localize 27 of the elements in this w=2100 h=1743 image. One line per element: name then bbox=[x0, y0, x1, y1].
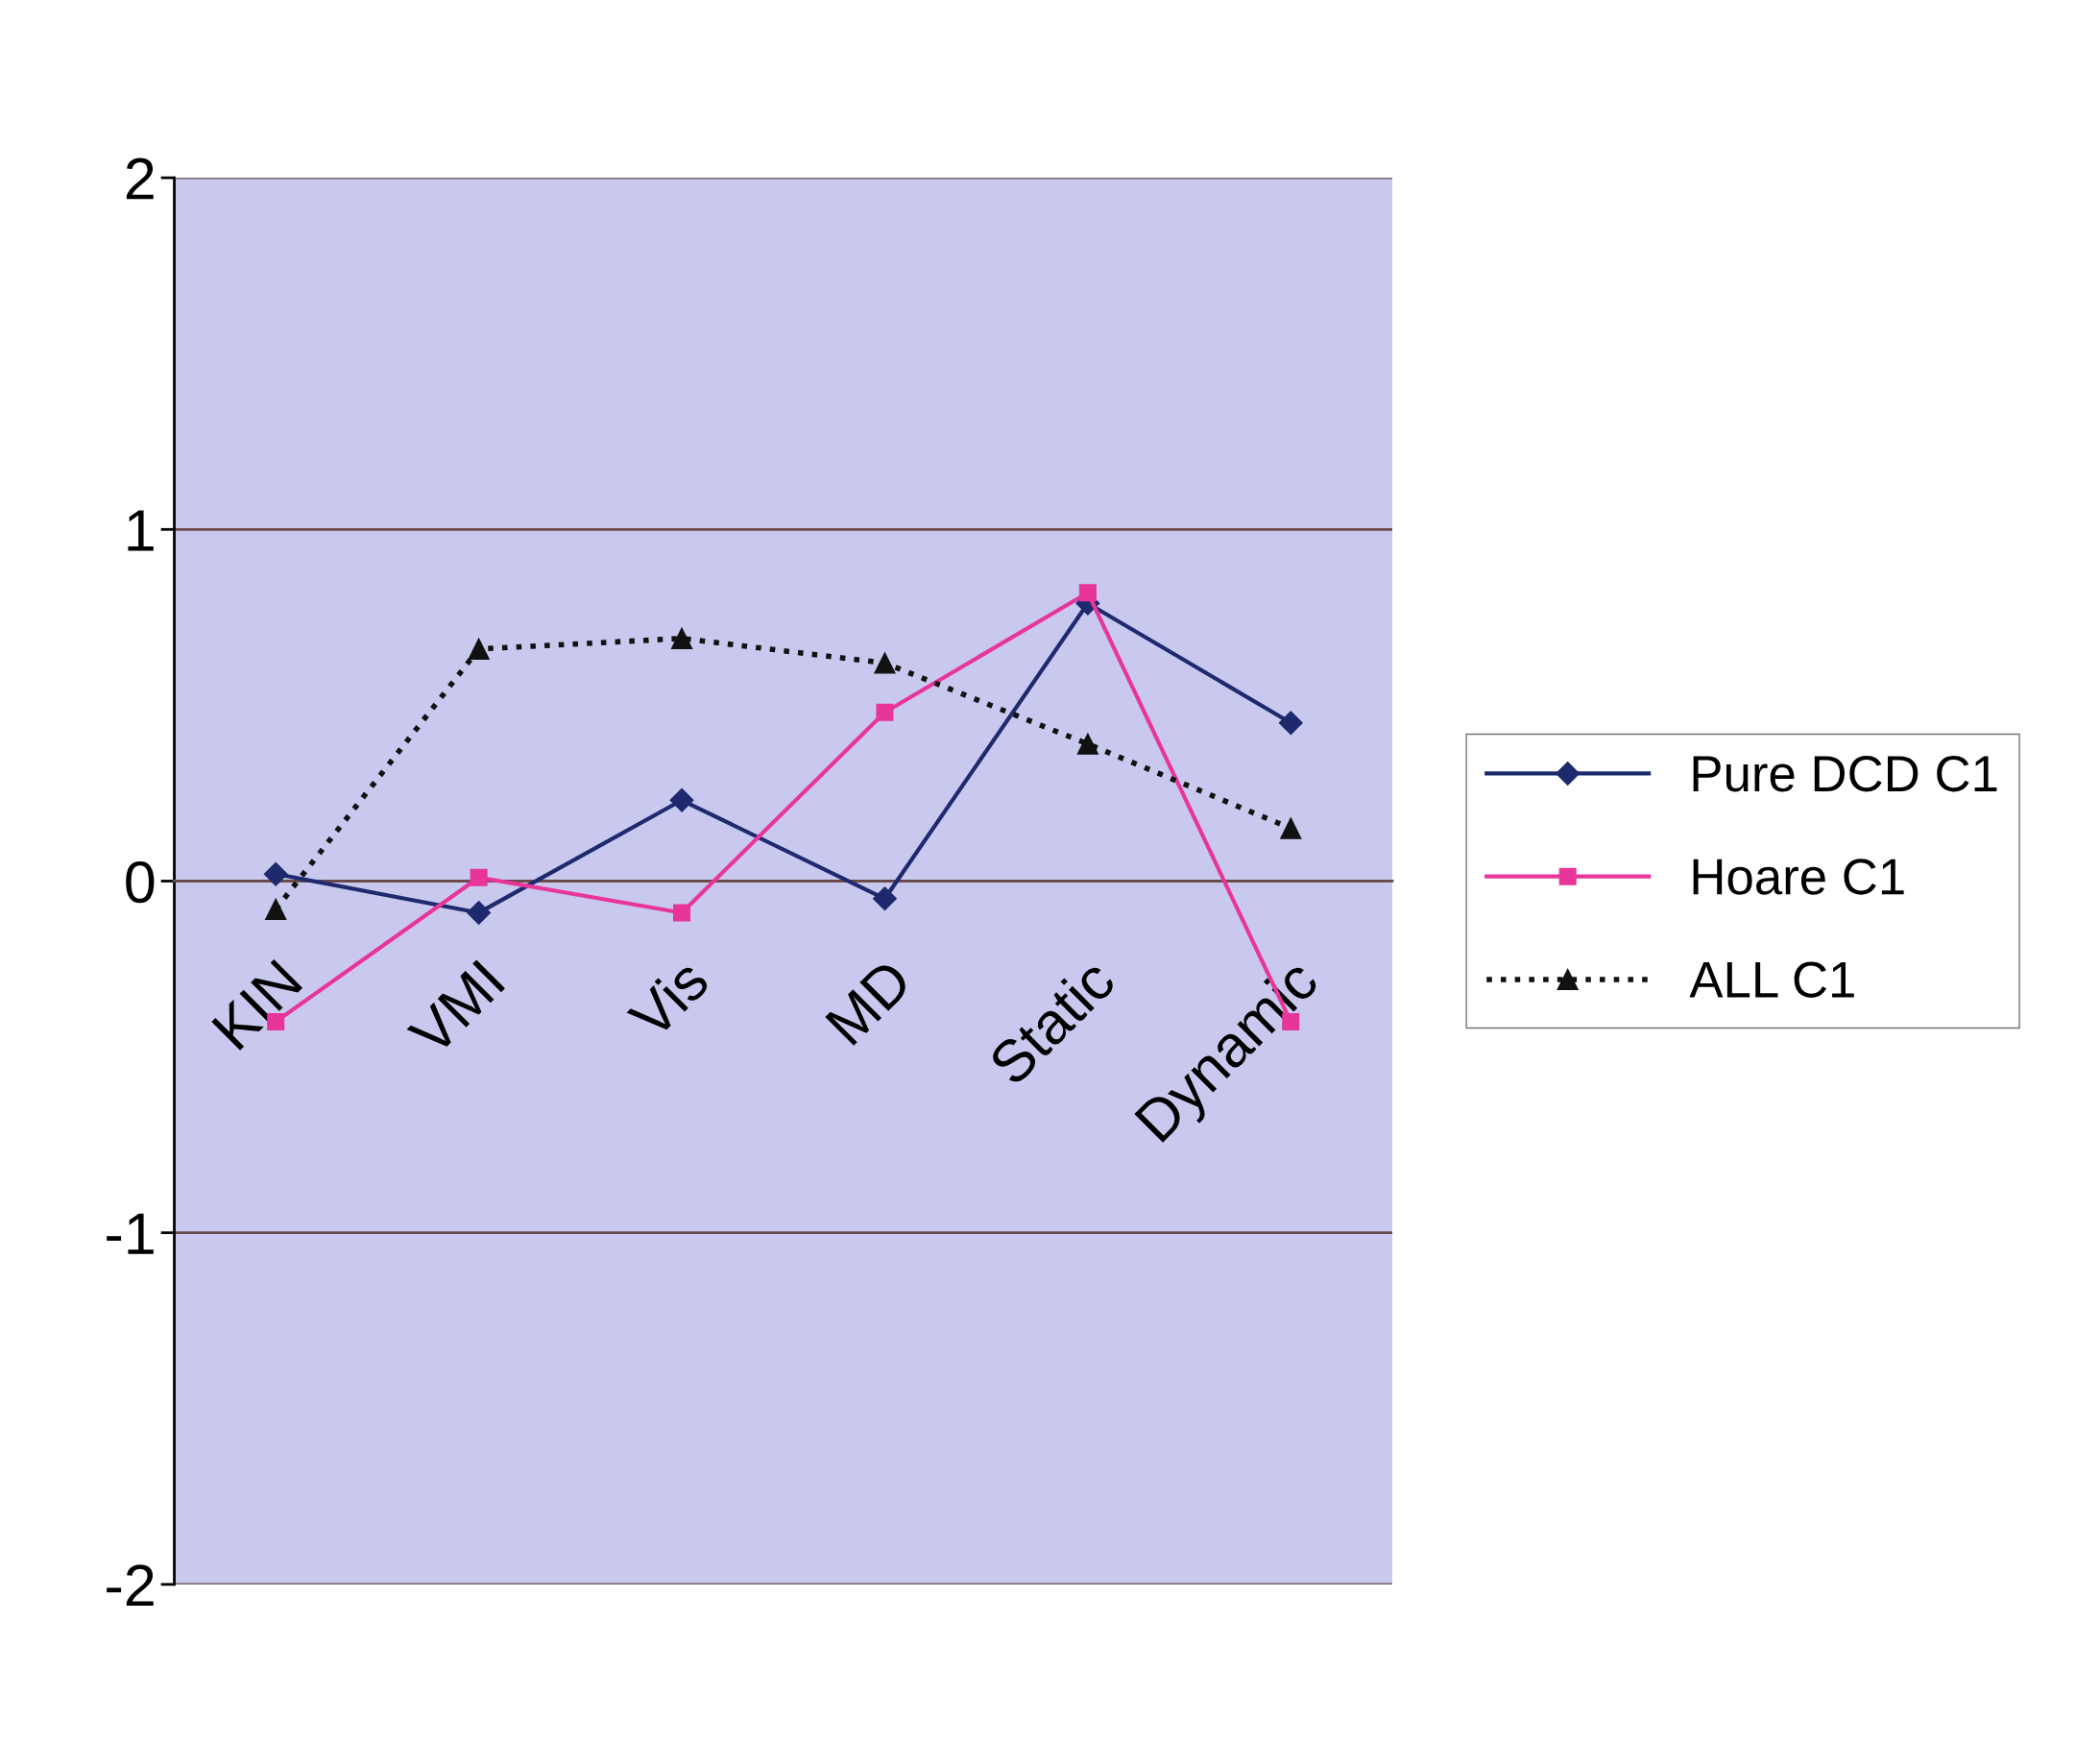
point bbox=[670, 627, 693, 649]
y-tick-label: 1 bbox=[128, 510, 154, 551]
point bbox=[872, 886, 897, 911]
legend-label: ALL C1 bbox=[1689, 961, 1854, 998]
point bbox=[1078, 584, 1097, 602]
x-tick-label: KIN bbox=[211, 958, 303, 1051]
point bbox=[874, 652, 896, 674]
legend-label: Pure DCD C1 bbox=[1693, 756, 1997, 792]
x-tick-label: MD bbox=[825, 957, 913, 1046]
point bbox=[1280, 817, 1302, 839]
point bbox=[470, 868, 488, 886]
point bbox=[876, 703, 894, 721]
point bbox=[669, 787, 694, 812]
y-tick-label: 2 bbox=[126, 157, 154, 200]
point bbox=[263, 861, 288, 886]
y-tick-label: -2 bbox=[107, 1564, 154, 1606]
point bbox=[265, 898, 287, 920]
point bbox=[467, 900, 492, 925]
x-tick-label: Vis bbox=[624, 956, 712, 1042]
x-tick-label: VMI bbox=[406, 959, 505, 1058]
y-tick-label: 0 bbox=[126, 860, 155, 904]
point bbox=[468, 638, 490, 660]
point bbox=[1278, 711, 1303, 736]
point bbox=[1076, 733, 1098, 755]
legend-label: Hoare C1 bbox=[1693, 859, 1904, 895]
y-tick-label: -1 bbox=[107, 1213, 154, 1254]
point bbox=[673, 904, 691, 922]
